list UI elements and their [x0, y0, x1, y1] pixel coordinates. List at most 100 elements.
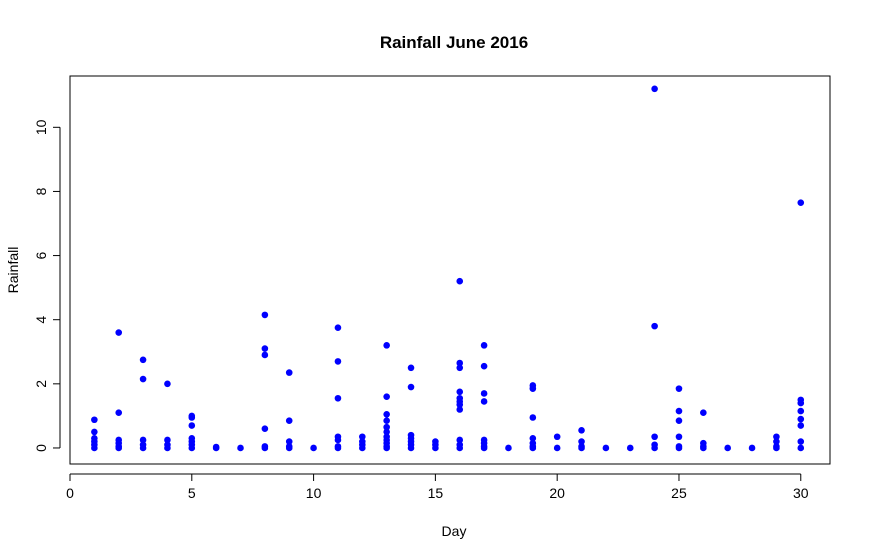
- data-point: [553, 444, 561, 452]
- data-point: [456, 359, 464, 367]
- data-point: [91, 428, 98, 436]
- data-point: [261, 425, 269, 433]
- data-point: [334, 394, 342, 402]
- data-point: [139, 436, 147, 444]
- data-point: [651, 444, 658, 452]
- data-point: [334, 444, 342, 452]
- data-point: [651, 85, 658, 93]
- data-point: [359, 444, 366, 452]
- data-point: [115, 409, 123, 416]
- x-tick-label: 20: [549, 485, 565, 501]
- data-point: [456, 406, 464, 413]
- data-point: [407, 364, 415, 372]
- data-point: [456, 401, 464, 408]
- data-point: [675, 433, 683, 441]
- data-point: [91, 444, 98, 452]
- data-point: [797, 444, 805, 452]
- data-point: [529, 435, 537, 442]
- data-point: [285, 369, 293, 376]
- data-point: [578, 444, 585, 452]
- data-point: [675, 385, 683, 392]
- data-point: [334, 358, 342, 365]
- data-point: [432, 444, 439, 452]
- data-point: [724, 444, 731, 452]
- data-point: [407, 444, 415, 452]
- data-point: [139, 356, 147, 364]
- data-point: [797, 415, 805, 423]
- data-point: [456, 444, 464, 452]
- data-point: [773, 433, 780, 441]
- data-point: [139, 444, 147, 452]
- x-tick-label: 15: [428, 485, 444, 501]
- data-point: [797, 438, 805, 445]
- data-point: [651, 433, 658, 441]
- data-point: [164, 444, 171, 452]
- data-point: [675, 444, 683, 452]
- x-axis-label: Day: [442, 523, 467, 539]
- data-point: [456, 436, 464, 444]
- data-point: [334, 436, 342, 444]
- data-point: [480, 390, 488, 397]
- data-point: [505, 444, 512, 452]
- chart-title: Rainfall June 2016: [380, 33, 528, 52]
- data-point: [383, 393, 390, 400]
- data-point: [480, 342, 488, 349]
- data-point: [115, 444, 123, 452]
- data-point: [383, 417, 390, 425]
- data-point: [748, 444, 756, 452]
- data-point: [91, 416, 98, 424]
- data-point: [261, 351, 269, 359]
- data-point: [529, 385, 537, 392]
- x-tick-label: 0: [66, 485, 74, 501]
- y-tick-label: 10: [33, 119, 49, 135]
- plot-area-frame: [69, 75, 831, 465]
- data-point: [334, 324, 342, 332]
- data-point: [675, 407, 683, 415]
- data-point: [285, 417, 293, 425]
- data-point: [675, 417, 683, 425]
- data-point: [602, 444, 610, 452]
- data-point: [237, 444, 244, 452]
- data-point: [578, 427, 585, 434]
- data-point: [651, 322, 658, 330]
- data-point: [797, 422, 805, 429]
- data-point: [797, 399, 805, 407]
- data-point: [529, 414, 537, 421]
- y-tick-label: 4: [33, 316, 49, 324]
- data-point: [383, 410, 390, 418]
- data-point: [773, 438, 780, 445]
- x-tick-label: 5: [188, 485, 196, 501]
- data-point: [700, 409, 707, 416]
- data-point: [456, 277, 464, 285]
- data-point: [261, 444, 269, 452]
- data-point: [164, 380, 171, 388]
- data-point: [480, 362, 488, 370]
- y-tick-label: 6: [33, 251, 49, 259]
- data-point: [285, 438, 293, 445]
- data-point: [310, 444, 317, 452]
- data-point: [212, 444, 220, 452]
- data-point: [164, 436, 171, 444]
- data-point: [407, 383, 415, 391]
- y-tick-label: 0: [33, 444, 49, 452]
- y-tick-label: 8: [33, 187, 49, 195]
- data-points: [91, 85, 805, 452]
- data-point: [700, 444, 707, 452]
- data-point: [456, 364, 464, 372]
- data-point: [383, 428, 390, 436]
- data-point: [480, 398, 488, 405]
- x-tick-label: 10: [306, 485, 322, 501]
- data-point: [626, 444, 634, 452]
- data-point: [188, 444, 196, 452]
- data-point: [261, 345, 269, 352]
- y-axis-label: Rainfall: [5, 247, 21, 294]
- data-point: [383, 342, 390, 349]
- data-point: [480, 444, 488, 452]
- data-point: [188, 422, 196, 429]
- data-point: [797, 407, 805, 415]
- data-point: [456, 388, 464, 396]
- x-tick-label: 25: [671, 485, 687, 501]
- data-point: [529, 444, 537, 452]
